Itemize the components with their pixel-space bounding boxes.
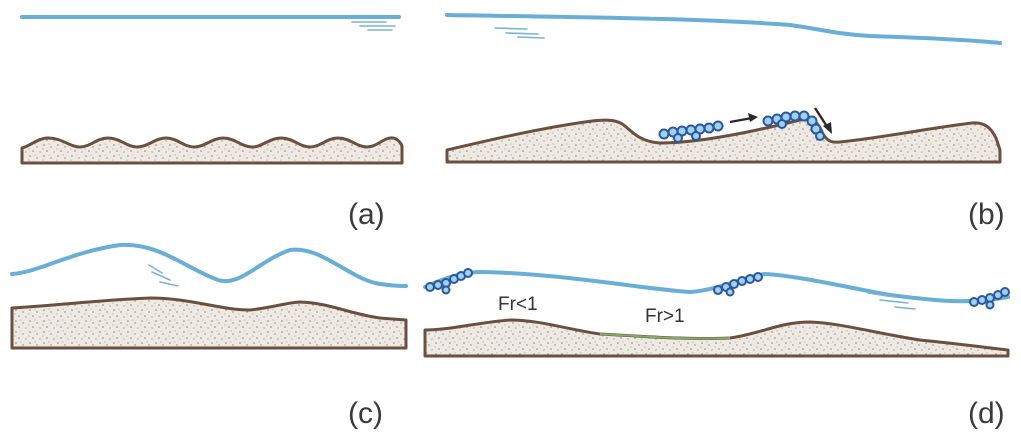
- water-hatch-c: [148, 264, 179, 287]
- froude-subcritical-label: Fr<1: [498, 294, 538, 315]
- sediment-particle: [789, 110, 801, 122]
- sediment-particle: [762, 115, 774, 127]
- sediment-particle: [691, 131, 701, 141]
- sediment-particle: [985, 300, 995, 310]
- sediment-particle: [777, 119, 787, 129]
- froude-supercritical-label: Fr>1: [645, 306, 685, 327]
- panel-d: Fr<1 Fr>1: [423, 268, 1010, 358]
- sediment-particle: [703, 122, 715, 134]
- sediment-particle: [712, 120, 724, 132]
- bed-green-line: [599, 333, 731, 340]
- sediment-particle: [725, 287, 735, 297]
- water-surface-c: [10, 242, 408, 288]
- sediment-bed-b: [445, 117, 1002, 164]
- sediment-bed-a: [20, 136, 404, 165]
- particle-group-b1: [658, 120, 724, 143]
- sediment-particle: [441, 285, 451, 295]
- sediment-particle: [463, 268, 473, 278]
- sediment-particle: [713, 285, 723, 295]
- avalanche-arrow-head: [823, 122, 832, 134]
- sediment-particle: [673, 133, 683, 143]
- panel-label-b: (b): [968, 198, 1005, 231]
- water-hatch-b: [494, 27, 545, 39]
- sediment-particle: [425, 282, 435, 292]
- sediment-particle: [753, 272, 763, 282]
- water-hatch-d: [867, 292, 916, 310]
- panel-label-a: (a): [348, 198, 385, 231]
- sediment-particle: [977, 295, 987, 305]
- migration-arrow: [729, 116, 753, 124]
- water-surface-b: [445, 13, 1002, 45]
- sediment-particle: [969, 297, 979, 307]
- sediment-particle: [433, 280, 443, 290]
- water-hatch-a: [351, 21, 396, 31]
- panel-label-d: (d): [968, 397, 1005, 430]
- migration-arrow-head: [748, 113, 758, 122]
- panel-b: [445, 13, 1002, 164]
- particle-group-b2: [762, 110, 825, 141]
- panel-a: [20, 15, 404, 165]
- sediment-particle: [815, 131, 825, 141]
- panel-label-c: (c): [348, 397, 383, 430]
- sediment-particle: [658, 128, 670, 140]
- sediment-particle: [745, 274, 755, 284]
- sediment-particle: [1000, 287, 1010, 297]
- particle-group-d2: [713, 272, 763, 297]
- particle-group-d3: [969, 287, 1010, 310]
- panel-c: [10, 242, 408, 350]
- sediment-bed-d: [423, 318, 1010, 358]
- sediment-particle: [798, 110, 810, 122]
- sediment-particle: [737, 276, 747, 286]
- sediment-bed-c: [10, 296, 408, 350]
- particle-group-d1: [425, 268, 473, 295]
- sediment-particle: [729, 279, 739, 289]
